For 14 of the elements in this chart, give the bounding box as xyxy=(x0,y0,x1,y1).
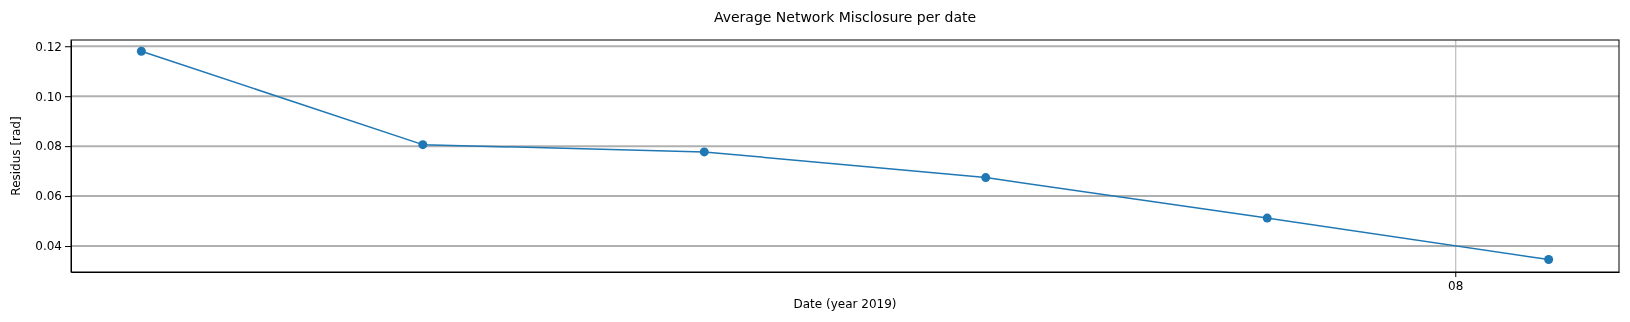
y-tick-label: 0.12 xyxy=(35,39,62,54)
y-tick-label: 0.06 xyxy=(35,189,62,204)
point xyxy=(1262,213,1272,223)
x-axis-title: Date (year 2019) xyxy=(793,297,897,311)
point xyxy=(136,46,146,56)
chart-title: Average Network Misclosure per date xyxy=(713,9,977,25)
point xyxy=(981,173,991,183)
y-axis-title: Residus [rad] xyxy=(9,116,23,196)
point xyxy=(1544,255,1554,265)
point xyxy=(699,147,709,157)
y-tick-label: 0.08 xyxy=(35,139,62,154)
y-tick-label: 0.10 xyxy=(35,89,62,104)
point xyxy=(418,140,428,150)
y-tick-label: 0.04 xyxy=(35,239,62,254)
